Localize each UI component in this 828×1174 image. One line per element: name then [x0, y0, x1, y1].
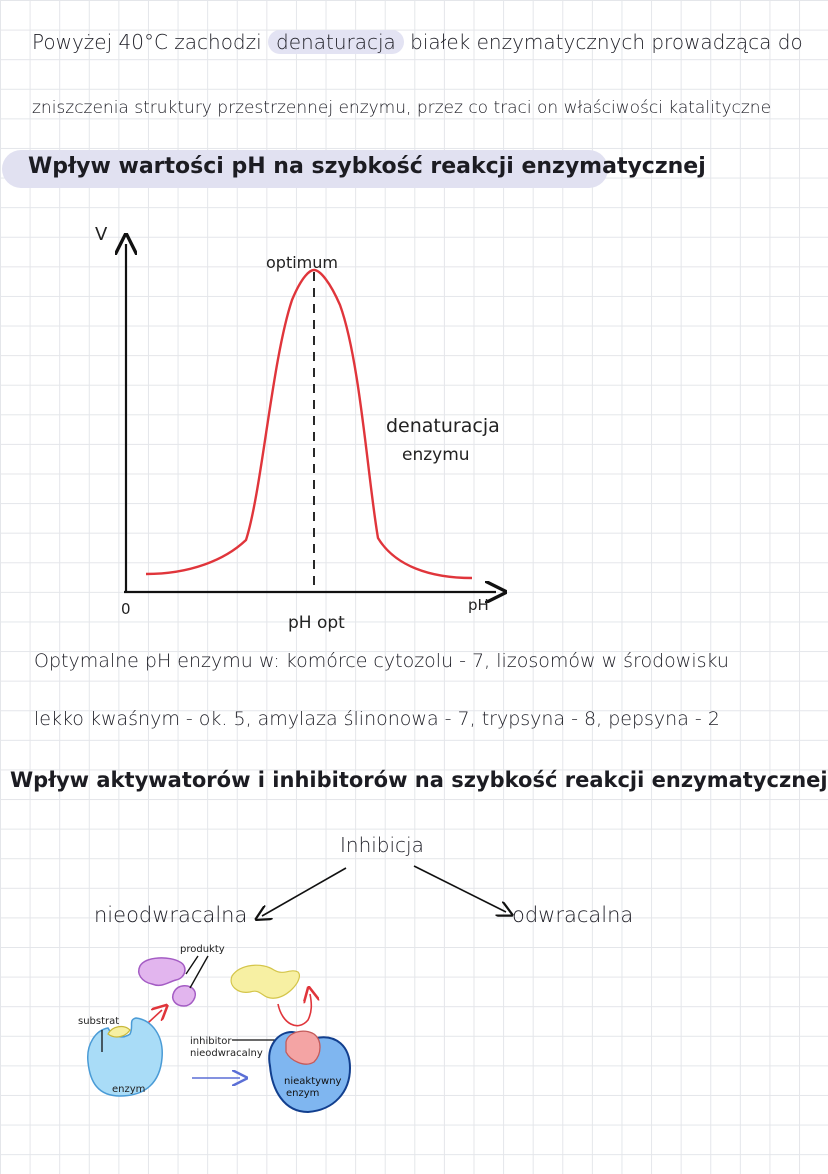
optimal-ph-line-2: lekko kwaśnym - ok. 5, amylaza ślinonowa… — [34, 708, 720, 730]
ph-chart: V pH 0 optimum pH opt denaturacja enzymu — [95, 224, 828, 633]
highlight-denaturacja: denaturacja — [268, 30, 404, 54]
inhibitor-label-1: inhibitor — [190, 1036, 232, 1047]
branch-left — [262, 867, 347, 916]
products-pointer-1 — [185, 955, 199, 975]
ph-opt-label: pH opt — [288, 613, 345, 633]
intro-line-1-prefix: Powyżej 40°C zachodzi — [32, 30, 262, 54]
section-1-highlight — [2, 150, 608, 188]
inhibition-irreversible: nieodwracalna — [94, 903, 248, 927]
inhibition-root: Inhibicja — [340, 833, 424, 857]
inactive-enzyme-label-2: enzym — [286, 1088, 319, 1099]
denaturation-label-2: enzymu — [402, 445, 470, 465]
substrate-label: substrat — [78, 1016, 119, 1027]
intro-line-1-suffix: białek enzymatycznych prowadząca do — [410, 30, 803, 54]
x-axis-label: pH — [468, 596, 489, 614]
origin-label: 0 — [121, 600, 131, 618]
product-shape-1 — [138, 957, 186, 987]
denaturation-label-1: denaturacja — [386, 415, 500, 437]
inhibitor-shape — [285, 1030, 321, 1065]
products-pointer-2 — [189, 955, 209, 989]
enzyme-shape — [87, 1017, 163, 1097]
inhibitor-curve-arrow — [277, 994, 311, 1027]
branch-right — [413, 865, 506, 912]
enzyme-label: enzym — [112, 1084, 145, 1095]
inhibition-reversible: odwracalna — [512, 903, 634, 927]
substrate-shape — [230, 964, 300, 999]
product-shape-2 — [172, 985, 196, 1007]
inactive-enzyme-label-1: nieaktywny — [284, 1076, 342, 1087]
optimum-label: optimum — [266, 253, 338, 272]
intro-line-2: zniszczenia struktury przestrzennej enzy… — [32, 98, 772, 118]
intro-line-1: Powyżej 40°C zachodzi denaturacja białek… — [32, 30, 803, 54]
inhibitor-label-2: nieodwracalny — [190, 1048, 263, 1059]
y-axis-label: V — [95, 224, 108, 245]
section-2-title: Wpływ aktywatorów i inhibitorów na szybk… — [10, 768, 828, 792]
products-label: produkty — [180, 944, 225, 955]
ph-activity-curve — [145, 268, 473, 580]
substrate-bound-shape — [107, 1025, 131, 1038]
inhibition-diagram: produkty substrat enzym inhibitor nieodw… — [78, 865, 828, 1114]
optimal-ph-line-1: Optymalne pH enzymu w: komórce cytozolu … — [34, 650, 729, 672]
section-1-title: Wpływ wartości pH na szybkość reakcji en… — [28, 154, 706, 179]
